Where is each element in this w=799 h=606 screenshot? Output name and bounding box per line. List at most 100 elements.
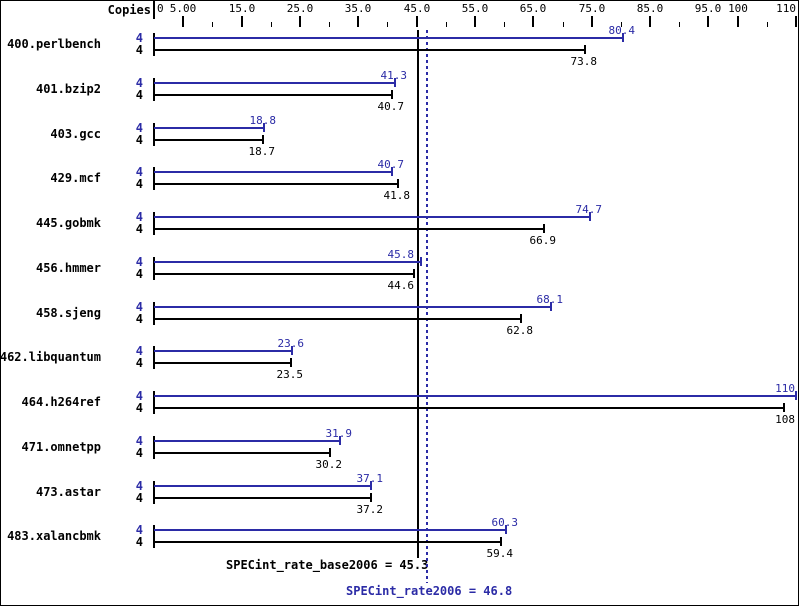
bar-peak	[154, 440, 340, 442]
bar-base-endcap	[391, 90, 393, 99]
bar-peak-endcap	[263, 123, 265, 132]
bar-peak-value: 23.6	[277, 337, 305, 350]
bar-peak-value: 40.7	[377, 158, 405, 171]
copies-value-peak: 4	[135, 479, 143, 493]
bar-base-endcap	[290, 358, 292, 367]
bar-base-value: 59.4	[486, 547, 514, 560]
x-axis-major-tick	[591, 16, 593, 27]
bar-peak-endcap	[420, 257, 422, 266]
bar-pair-bracket	[153, 346, 155, 369]
x-axis-label: 55.0	[461, 2, 489, 15]
bar-base	[154, 94, 392, 96]
bar-pair-bracket	[153, 436, 155, 459]
x-axis-minor-tick	[679, 22, 680, 27]
bar-peak-endcap	[505, 525, 507, 534]
x-axis-label: 65.0	[519, 2, 547, 15]
bar-peak-endcap	[339, 436, 341, 445]
bar-base	[154, 452, 330, 454]
copies-value-base: 4	[135, 88, 143, 102]
copies-value-peak: 4	[135, 255, 143, 269]
bar-base-endcap	[262, 135, 264, 144]
x-axis-label: 75.0	[578, 2, 606, 15]
bar-base	[154, 318, 521, 320]
x-axis-major-tick	[532, 16, 534, 27]
copies-header: Copies	[107, 3, 151, 17]
copies-value-peak: 4	[135, 31, 143, 45]
bar-base	[154, 273, 414, 275]
copies-value-base: 4	[135, 401, 143, 415]
bar-pair-bracket	[153, 33, 155, 56]
bar-pair-bracket	[153, 391, 155, 414]
copies-value-peak: 4	[135, 165, 143, 179]
bar-peak	[154, 485, 371, 487]
bar-peak-value: 60.3	[491, 516, 519, 529]
copies-value-peak: 4	[135, 344, 143, 358]
bar-pair-bracket	[153, 78, 155, 101]
x-axis-label: 95.0	[694, 2, 722, 15]
bar-base-value: 40.7	[377, 100, 405, 113]
x-axis-major-tick	[357, 16, 359, 27]
x-axis-label: 110	[776, 2, 796, 15]
bar-base-value: 18.7	[248, 145, 276, 158]
copies-value-base: 4	[135, 535, 143, 549]
bar-peak-value: 80.4	[608, 24, 636, 37]
benchmark-label: 462.libquantum	[0, 350, 101, 364]
x-axis-label: 0	[157, 2, 164, 15]
reference-line-label-peak: SPECint_rate2006 = 46.8	[346, 584, 513, 598]
copies-value-base: 4	[135, 312, 143, 326]
x-axis-minor-tick	[767, 22, 768, 27]
copies-value-peak: 4	[135, 523, 143, 537]
x-axis-label: 45.0	[403, 2, 431, 15]
x-axis-minor-tick	[621, 22, 622, 27]
bar-base-endcap	[500, 537, 502, 546]
bar-base-value: 73.8	[570, 55, 598, 68]
copies-value-base: 4	[135, 133, 143, 147]
bar-peak	[154, 529, 506, 531]
copies-value-base: 4	[135, 267, 143, 281]
copies-value-base: 4	[135, 43, 143, 57]
bar-base-endcap	[783, 403, 785, 412]
copies-value-peak: 4	[135, 389, 143, 403]
benchmark-label: 401.bzip2	[35, 82, 101, 96]
x-axis-major-tick	[474, 16, 476, 27]
bar-base-endcap	[397, 179, 399, 188]
bar-base	[154, 139, 263, 141]
bar-peak-value: 41.3	[380, 69, 408, 82]
bar-peak-value: 74.7	[575, 203, 603, 216]
bar-base-value: 30.2	[315, 458, 343, 471]
bar-peak-value: 31.9	[325, 427, 353, 440]
bar-base-value: 62.8	[506, 324, 534, 337]
bar-base-endcap	[543, 224, 545, 233]
copies-value-peak: 4	[135, 300, 143, 314]
bar-pair-bracket	[153, 212, 155, 235]
copies-value-base: 4	[135, 446, 143, 460]
x-axis-minor-tick	[504, 22, 505, 27]
x-axis-label: 5.00	[169, 2, 197, 15]
bar-base	[154, 49, 585, 51]
bar-peak	[154, 127, 264, 129]
copies-value-base: 4	[135, 491, 143, 505]
bar-peak-endcap	[589, 212, 591, 221]
copies-value-peak: 4	[135, 121, 143, 135]
x-axis-minor-tick	[212, 22, 213, 27]
x-axis-major-tick	[795, 16, 797, 27]
x-axis-minor-tick	[446, 22, 447, 27]
bar-base-value: 37.2	[356, 503, 384, 516]
copies-value-base: 4	[135, 356, 143, 370]
bar-peak-endcap	[291, 346, 293, 355]
x-axis-minor-tick	[387, 22, 388, 27]
x-axis-major-tick	[182, 16, 184, 27]
x-axis-major-tick	[737, 16, 739, 27]
bar-base	[154, 228, 544, 230]
reference-line-label-base: SPECint_rate_base2006 = 45.3	[226, 558, 429, 572]
x-axis-major-tick	[299, 16, 301, 27]
copies-value-peak: 4	[135, 76, 143, 90]
bar-base-value: 44.6	[387, 279, 415, 292]
bar-peak-value: 18.8	[249, 114, 277, 127]
bar-base-endcap	[413, 269, 415, 278]
bar-peak	[154, 306, 551, 308]
bar-base	[154, 183, 398, 185]
bar-base	[154, 407, 784, 409]
x-axis-label: 85.0	[636, 2, 664, 15]
